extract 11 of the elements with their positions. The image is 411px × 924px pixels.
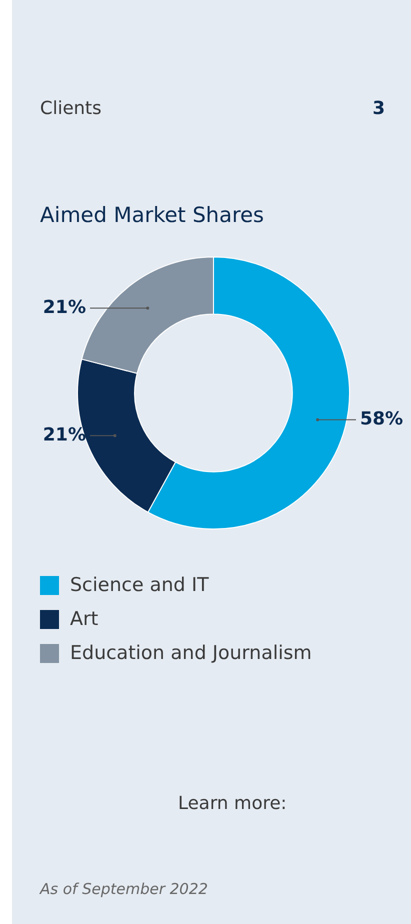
text: Clients (40, 98, 102, 119)
data-label: 21% (42, 296, 86, 318)
data-label: 58% (360, 408, 404, 430)
text: As of September 2022 (40, 880, 208, 898)
legend-label: Education and Journalism (70, 642, 312, 664)
text: Learn more: (178, 793, 287, 814)
legend-label: Art (70, 608, 98, 630)
data-label: 21% (42, 424, 86, 446)
chart-title: Aimed Market Shares (40, 203, 264, 227)
text: 3 (372, 98, 385, 119)
legend-label: Science and IT (70, 574, 209, 596)
